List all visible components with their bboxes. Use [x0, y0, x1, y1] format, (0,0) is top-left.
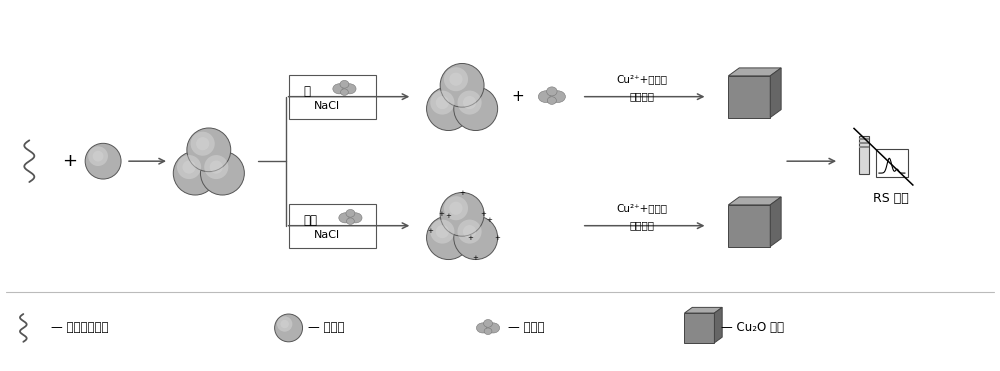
Circle shape	[85, 143, 121, 179]
Ellipse shape	[343, 84, 356, 94]
Text: NaCl: NaCl	[313, 101, 340, 111]
Circle shape	[187, 128, 231, 172]
Circle shape	[191, 132, 215, 156]
Text: Cu²⁺+葡萄糖: Cu²⁺+葡萄糖	[616, 203, 667, 213]
Circle shape	[275, 314, 303, 342]
Text: +: +	[512, 89, 524, 104]
Text: +: +	[446, 213, 451, 219]
Circle shape	[182, 161, 196, 174]
Bar	[289, 204, 376, 247]
Text: +: +	[480, 211, 486, 217]
Circle shape	[427, 87, 470, 131]
Ellipse shape	[340, 81, 349, 88]
Circle shape	[173, 151, 217, 195]
Circle shape	[177, 155, 201, 179]
Circle shape	[436, 225, 449, 238]
Polygon shape	[684, 313, 714, 343]
Bar	[859, 138, 869, 140]
Ellipse shape	[349, 213, 362, 223]
Text: — 四环素适配体: — 四环素适配体	[51, 321, 109, 334]
Circle shape	[430, 91, 454, 115]
Circle shape	[440, 63, 484, 107]
Text: RS 检测: RS 检测	[873, 193, 909, 206]
Ellipse shape	[333, 84, 346, 94]
Polygon shape	[728, 76, 770, 118]
Text: +: +	[427, 228, 433, 234]
Ellipse shape	[484, 319, 493, 327]
Ellipse shape	[547, 87, 557, 96]
Ellipse shape	[550, 91, 565, 102]
Circle shape	[204, 155, 228, 179]
Circle shape	[444, 67, 468, 91]
Polygon shape	[728, 68, 781, 76]
Circle shape	[440, 193, 484, 236]
Circle shape	[196, 137, 209, 150]
Circle shape	[444, 196, 468, 220]
Text: — 四环素: — 四环素	[508, 321, 544, 334]
Bar	[859, 142, 869, 144]
Circle shape	[449, 202, 463, 215]
Text: 催化反应: 催化反应	[629, 91, 654, 101]
Text: 催化反应: 催化反应	[629, 220, 654, 230]
Text: — Cu₂O 颗粒: — Cu₂O 颗粒	[721, 321, 784, 334]
Text: +: +	[495, 235, 501, 241]
Polygon shape	[770, 197, 781, 247]
Text: +: +	[459, 190, 465, 196]
Ellipse shape	[486, 323, 500, 333]
Text: 加: 加	[303, 85, 310, 98]
Text: +: +	[486, 217, 492, 223]
Text: NaCl: NaCl	[313, 230, 340, 240]
Circle shape	[454, 87, 498, 131]
Circle shape	[210, 161, 223, 174]
Circle shape	[454, 216, 498, 260]
Bar	[859, 137, 869, 174]
Text: +: +	[438, 211, 444, 217]
Circle shape	[280, 320, 289, 328]
Circle shape	[427, 216, 470, 260]
Text: +: +	[62, 152, 77, 170]
Circle shape	[88, 146, 108, 166]
Ellipse shape	[339, 213, 352, 223]
Ellipse shape	[538, 91, 554, 102]
Polygon shape	[714, 308, 722, 343]
Ellipse shape	[484, 328, 492, 335]
Circle shape	[93, 151, 103, 161]
Circle shape	[457, 220, 482, 244]
Ellipse shape	[341, 89, 348, 95]
Bar	[859, 146, 869, 148]
Circle shape	[277, 316, 292, 332]
Circle shape	[463, 225, 476, 238]
Polygon shape	[728, 205, 770, 247]
Polygon shape	[770, 68, 781, 118]
Ellipse shape	[476, 323, 490, 333]
Circle shape	[463, 96, 476, 109]
Polygon shape	[728, 197, 781, 205]
Text: +: +	[468, 235, 473, 241]
Polygon shape	[684, 308, 722, 313]
Circle shape	[457, 91, 482, 115]
Bar	[289, 75, 376, 118]
Circle shape	[430, 220, 454, 244]
Bar	[876, 149, 908, 177]
Ellipse shape	[547, 97, 556, 104]
Text: Cu²⁺+葡萄糖: Cu²⁺+葡萄糖	[616, 74, 667, 84]
Circle shape	[200, 151, 244, 195]
Ellipse shape	[346, 210, 355, 217]
Ellipse shape	[347, 218, 354, 224]
Circle shape	[436, 96, 449, 109]
Text: — 纳米金: — 纳米金	[308, 321, 344, 334]
Circle shape	[449, 73, 463, 86]
Text: 不加: 不加	[304, 214, 318, 227]
Text: +: +	[473, 256, 479, 262]
